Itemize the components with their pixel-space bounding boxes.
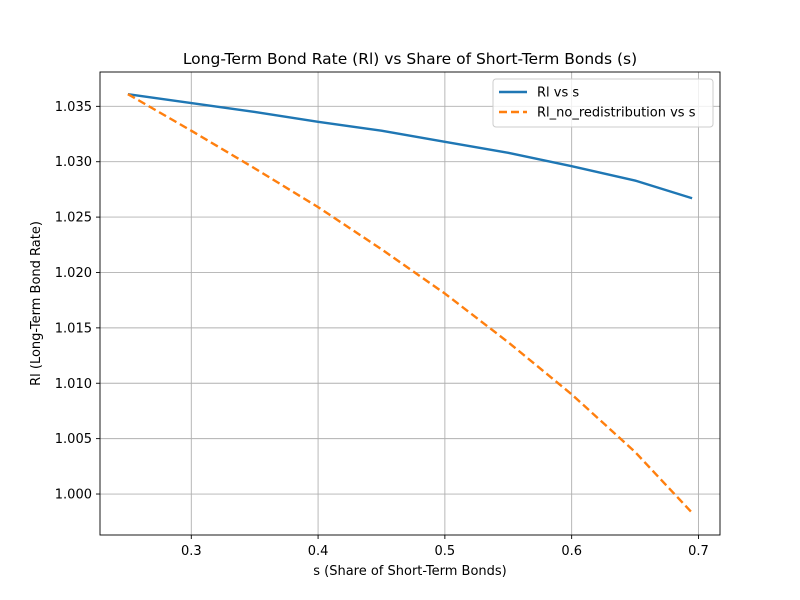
- grid-lines: [100, 72, 720, 535]
- legend-entry-label: Rl_no_redistribution vs s: [537, 106, 696, 121]
- x-axis-label: s (Share of Short-Term Bonds): [313, 564, 507, 579]
- y-tick-label: 1.035: [55, 100, 92, 115]
- x-tick-label: 0.3: [181, 544, 202, 559]
- series-lines: [127, 92, 693, 514]
- y-tick-label: 1.000: [55, 488, 92, 503]
- axis-ticks: 0.3 0.4 0.5 0.6 0.7 1.000 1.005 1.010 1.015 1.020…: [55, 100, 709, 559]
- x-tick-label: 0.6: [561, 544, 582, 559]
- x-tick-label: 0.4: [308, 544, 329, 559]
- y-axis-label: Rl (Long-Term Bond Rate): [29, 221, 44, 386]
- x-tick-label: 0.7: [688, 544, 709, 559]
- x-tick-label: 0.5: [435, 544, 456, 559]
- series-line-1: [127, 92, 693, 200]
- legend: Rl vs s Rl_no_redistribution vs s: [492, 78, 714, 128]
- y-tick-label: 1.015: [55, 321, 92, 336]
- plot-frame: [99, 71, 721, 536]
- y-tick-label: 1.010: [55, 377, 92, 392]
- chart-title: Long-Term Bond Rate (Rl) vs Share of Sho…: [183, 50, 637, 68]
- y-tick-label: 1.025: [55, 211, 92, 226]
- y-tick-label: 1.005: [55, 432, 92, 447]
- legend-box: [492, 78, 714, 128]
- legend-entry-label: Rl vs s: [537, 86, 579, 101]
- series-line-2: [127, 93, 693, 514]
- y-tick-label: 1.020: [55, 266, 92, 281]
- y-tick-label: 1.030: [55, 155, 92, 170]
